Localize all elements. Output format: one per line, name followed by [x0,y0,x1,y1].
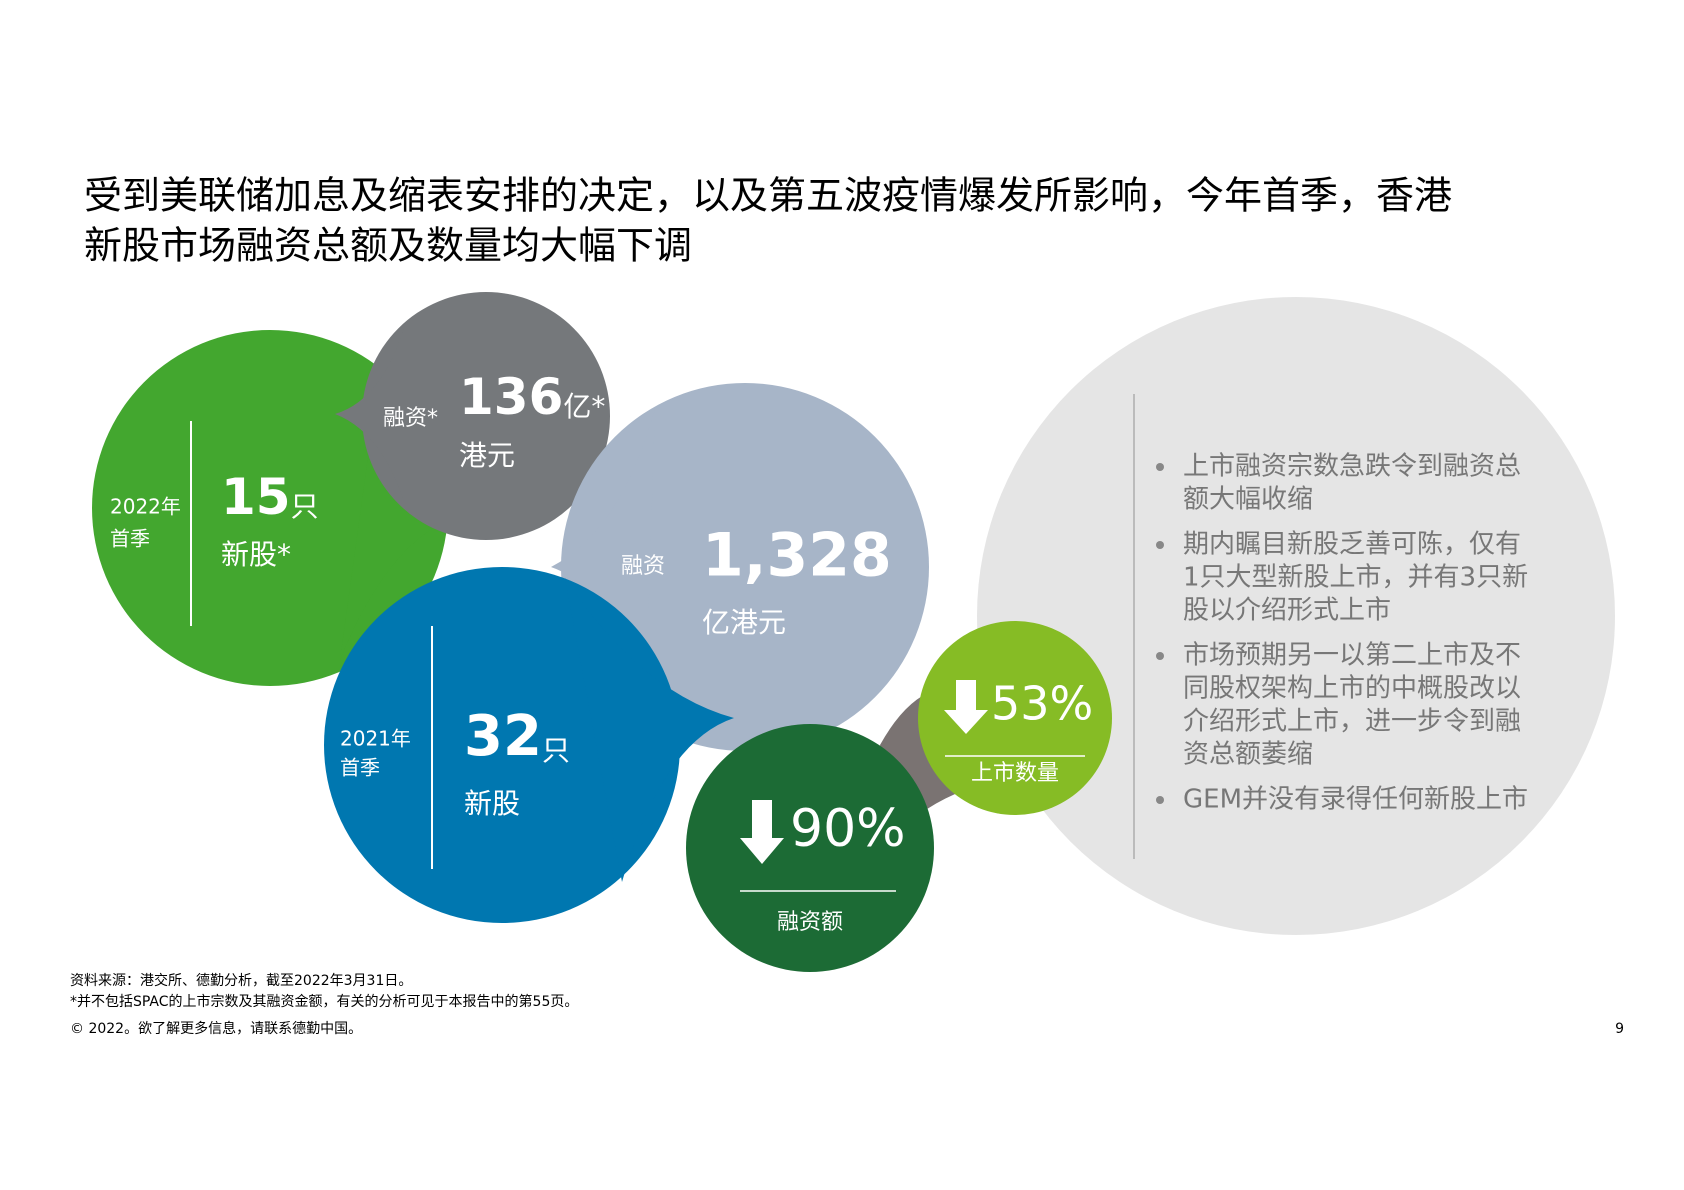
bullet-text: 介绍形式上市，进一步令到融 [1183,707,1521,737]
bullet-text: 同股权架构上市的中概股改以 [1183,674,1521,704]
bubble-2021-ipos: 2021年 首季 32只 新股 [324,567,734,923]
copyright: © 2022。欲了解更多信息，请联系德勤中国。 [70,1020,362,1037]
bubble-count-change: 53% 上市数量 [918,621,1112,815]
bullet-dot [1156,652,1164,660]
bubble-2022-funds: 融资* 136亿* 港元 [335,292,610,540]
note: *并不包括SPAC的上市宗数及其融资金额，有关的分析可见于本报告中的第55页。 [70,993,578,1010]
bullet-list: 上市融资宗数急跌令到融资总额大幅收缩期内瞩目新股乏善可陈，仅有1只大型新股上市，… [1156,452,1528,815]
period: 首季 [110,527,150,551]
bullet-text: 上市融资宗数急跌令到融资总 [1183,452,1521,482]
bubble-funds-change: 90% 融资额 [686,724,934,972]
bullet-text: 资总额萎缩 [1183,740,1313,770]
label: 融资额 [777,910,843,935]
figure: 136亿* [459,368,605,426]
label: 港元 [459,439,515,472]
label: 上市数量 [971,761,1059,786]
bullet-text: 股以介绍形式上市 [1183,596,1391,626]
period: 2022年 [110,495,181,519]
label: 亿港元 [702,606,786,639]
bullet-dot [1156,796,1164,804]
figure: 32只 [464,704,570,769]
bullet-text: 1只大型新股上市，并有3只新 [1183,563,1528,593]
figure: 1,328 [702,521,892,591]
figure: 15只 [221,468,319,526]
bullet-text: 额大幅收缩 [1183,485,1313,515]
bullet-dot [1156,463,1164,471]
summary-circle [977,297,1615,935]
source: 资料来源：港交所、德勤分析，截至2022年3月31日。 [70,972,412,989]
bullet-text: 市场预期另一以第二上市及不 [1183,641,1521,671]
bullet-dot [1156,541,1164,549]
label: 新股* [221,538,291,571]
period: 2021年 [340,727,411,751]
period: 首季 [340,756,380,780]
page-number: 9 [1615,1021,1624,1037]
bullet-text: 期内瞩目新股乏善可陈，仅有 [1183,530,1521,560]
prefix: 融资 [621,554,665,579]
title-line: 新股市场融资总额及数量均大幅下调 [84,224,692,268]
bullet-text: GEM并没有录得任何新股上市 [1183,785,1528,815]
prefix: 融资* [383,406,438,431]
title-line: 受到美联储加息及缩表安排的决定，以及第五波疫情爆发所影响，今年首季，香港 [84,174,1452,218]
figure: 53% [991,677,1093,731]
label: 新股 [464,787,520,820]
figure: 90% [790,799,906,859]
